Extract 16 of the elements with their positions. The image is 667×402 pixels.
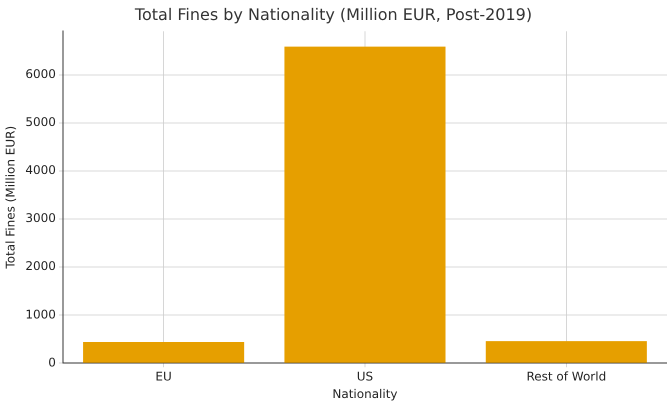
bar	[83, 342, 244, 363]
bar	[486, 341, 647, 363]
x-tick-label: EU	[155, 370, 172, 384]
y-tick-label: 4000	[25, 163, 56, 178]
y-tick-label: 2000	[25, 259, 56, 274]
y-tick-label: 3000	[25, 211, 56, 226]
bar	[284, 46, 446, 363]
y-tick-label: 5000	[25, 115, 56, 130]
y-tick-label: 0	[48, 355, 56, 370]
y-axis-title: Total Fines (Million EUR)	[3, 126, 18, 270]
x-tick-label: Rest of World	[526, 370, 606, 384]
x-axis-title: Nationality	[332, 386, 398, 401]
x-tick-label: US	[356, 370, 374, 384]
y-tick-label: 1000	[25, 307, 56, 322]
chart-title: Total Fines by Nationality (Million EUR, Post-2019)	[134, 4, 532, 24]
y-tick-label: 6000	[25, 67, 56, 82]
